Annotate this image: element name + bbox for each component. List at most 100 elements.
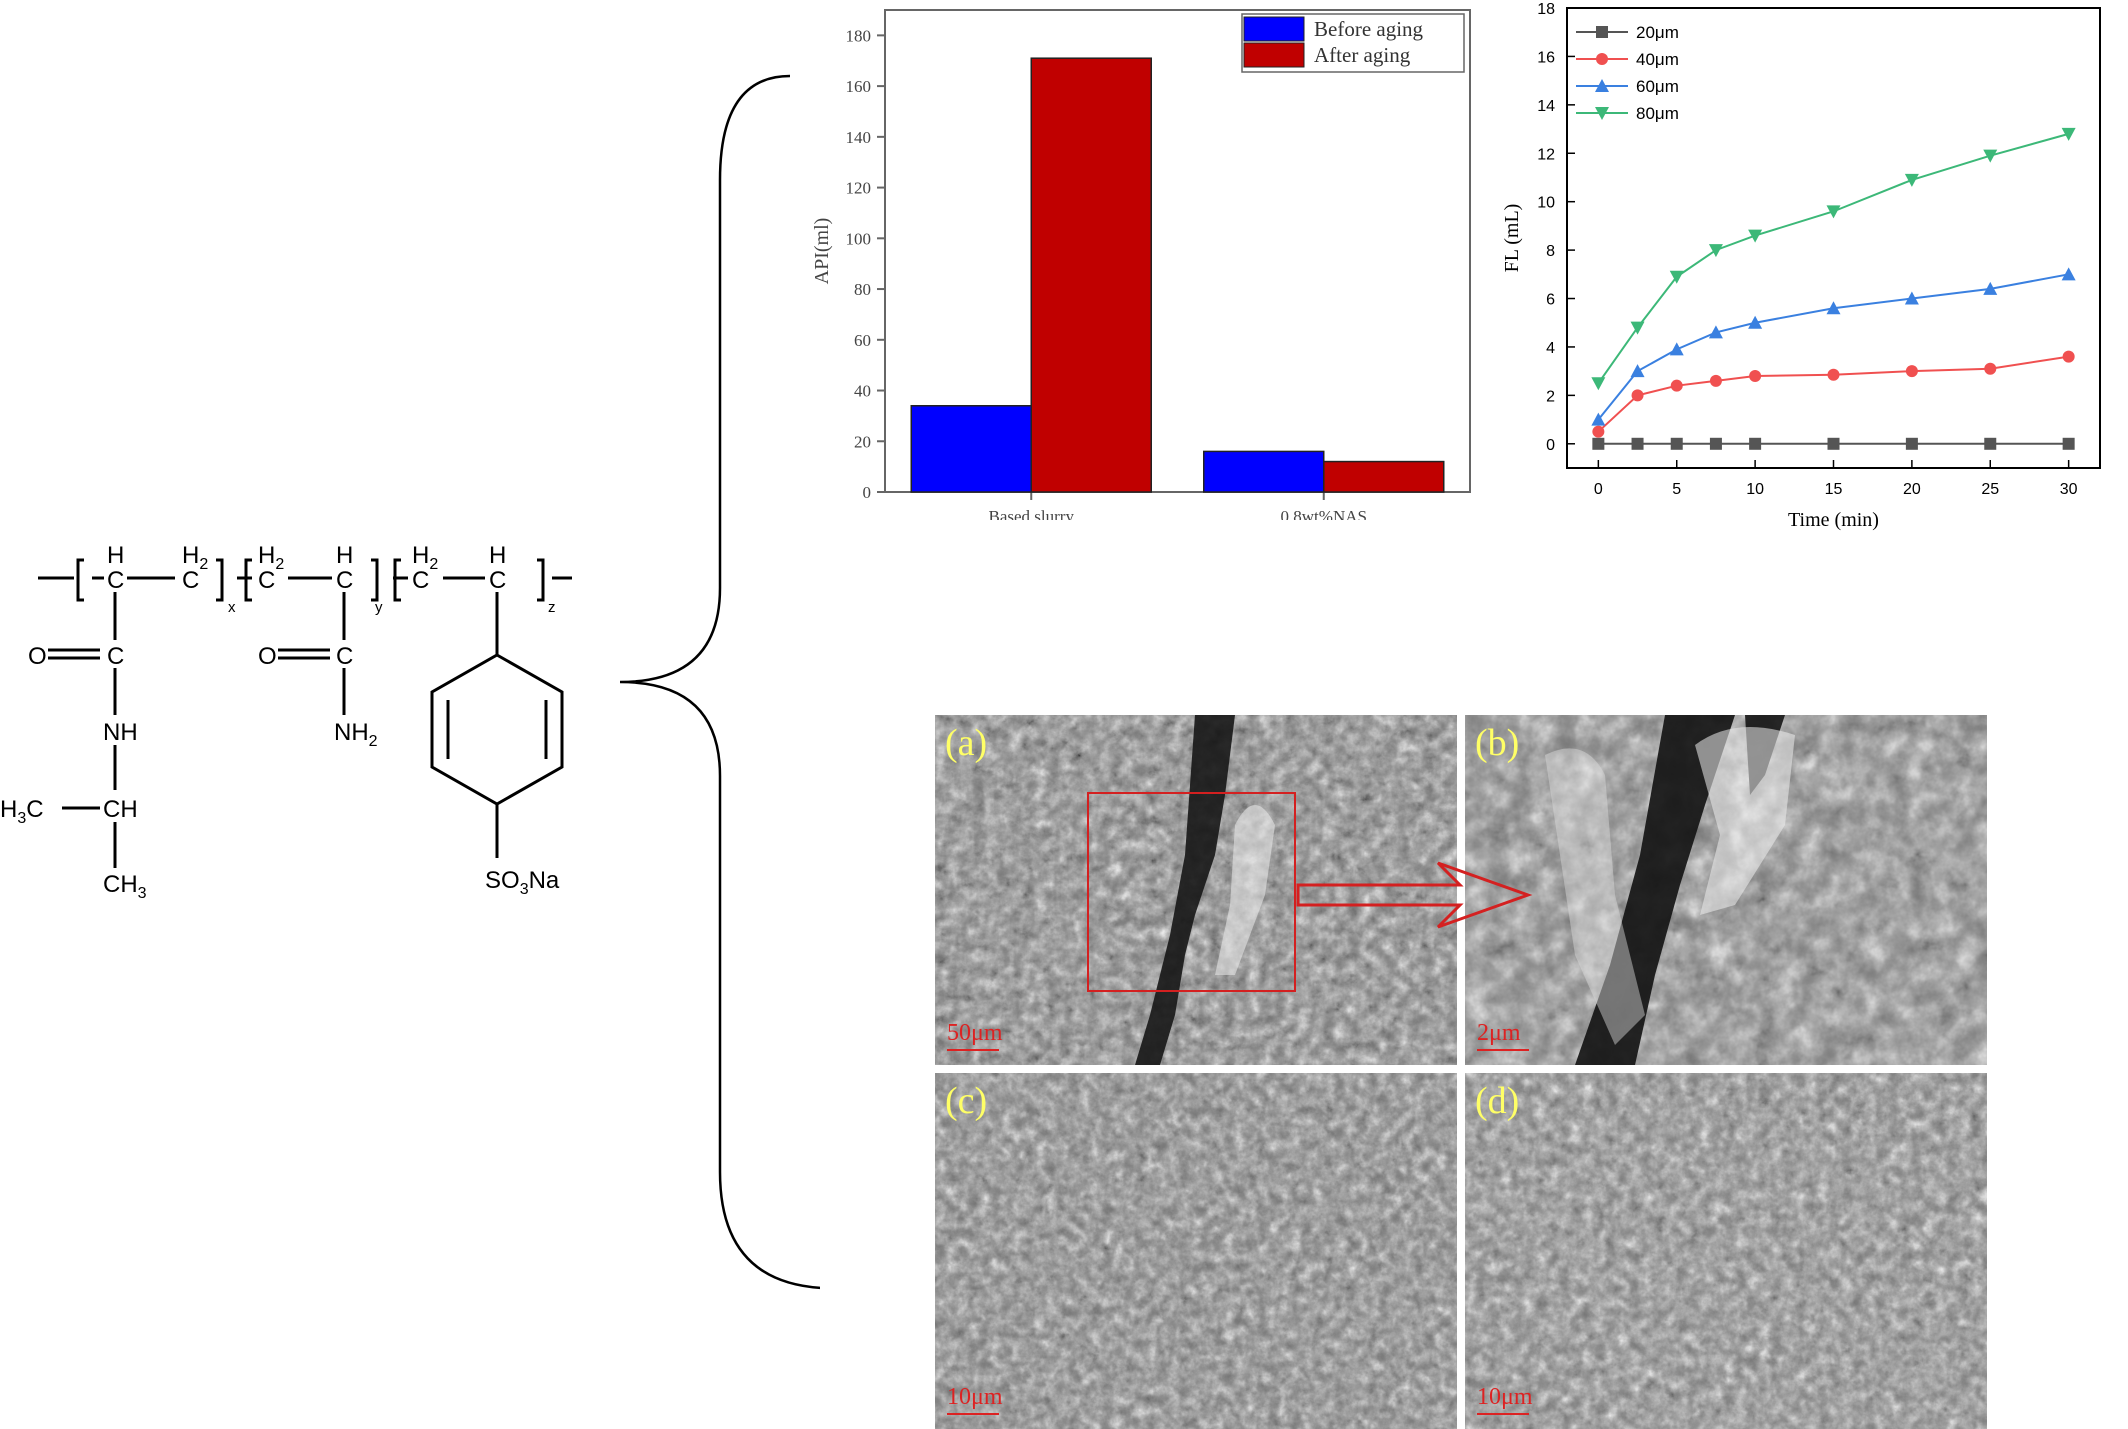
curly-brace <box>619 74 820 1290</box>
sem-panel-a: (a) 50μm <box>935 715 1457 1065</box>
x-tick-label: 20 <box>1903 481 1921 498</box>
subscript-x: x <box>228 599 236 616</box>
data-point-20um <box>2062 437 2075 450</box>
y-tick-label: 12 <box>1537 146 1555 163</box>
x-tick-label: 30 <box>2060 481 2078 498</box>
scale-bar: 10μm <box>947 1384 1003 1415</box>
atom-nh: NH <box>103 719 138 746</box>
sem-image-grid: (a) 50μm (b) 2μm <box>935 715 1987 1429</box>
x-tick-label: 10 <box>1746 481 1764 498</box>
legend-marker <box>1595 107 1609 120</box>
y-axis-label: FL (mL) <box>1501 204 1523 273</box>
legend-label: 20μm <box>1636 23 1679 42</box>
atom-c: C <box>336 567 353 594</box>
series-line-60um <box>1597 273 2069 421</box>
y-tick-label: 18 <box>1537 1 1555 18</box>
legend-label: 60μm <box>1636 77 1679 96</box>
atom-h3c: H3C <box>0 796 44 827</box>
data-point-20um <box>1984 437 1997 450</box>
panel-label: (b) <box>1475 722 1520 764</box>
data-point-60um <box>1748 315 1763 329</box>
legend-swatch <box>1243 42 1305 68</box>
data-point-40um <box>1984 362 1997 375</box>
data-point-40um <box>1749 370 1762 382</box>
data-point-20um <box>1827 437 1840 450</box>
data-point-60um <box>1630 364 1645 378</box>
data-point-80um <box>1826 205 1841 219</box>
data-point-60um <box>1708 325 1723 339</box>
data-point-80um <box>2061 127 2076 141</box>
legend-swatch <box>1243 16 1305 42</box>
legend-label: 80μm <box>1636 104 1679 123</box>
data-point-40um <box>1592 425 1605 438</box>
y-tick-label: 8 <box>1546 243 1555 260</box>
legend-label: Before aging <box>1314 17 1424 41</box>
atom-c: C <box>107 643 124 670</box>
data-point-60um <box>1983 281 1998 295</box>
y-tick-label: 120 <box>846 179 872 198</box>
y-tick-label: 180 <box>846 26 872 45</box>
subscript-y: y <box>375 599 383 616</box>
x-tick-label: 25 <box>1981 481 1999 498</box>
atom-o: O <box>258 643 277 670</box>
sem-texture <box>935 1073 1457 1429</box>
data-point-20um <box>1709 437 1722 450</box>
x-tick-label: 0 <box>1594 481 1603 498</box>
atom-h2: H2 <box>412 542 438 573</box>
data-point-40um <box>1905 365 1918 378</box>
atom-h2: H2 <box>258 542 284 573</box>
y-tick-label: 2 <box>1546 388 1555 405</box>
legend-marker <box>1595 79 1609 92</box>
bar-before-aging <box>910 404 1032 493</box>
data-point-40um <box>1631 389 1644 402</box>
scale-bar: 50μm <box>947 1020 1003 1051</box>
legend-marker <box>1596 53 1608 65</box>
y-tick-label: 16 <box>1537 49 1555 66</box>
x-axis-label: Time (min) <box>1788 509 1879 531</box>
y-tick-label: 0 <box>1546 437 1555 454</box>
panel-label: (a) <box>945 722 988 764</box>
data-point-80um <box>1708 244 1723 258</box>
plot-frame <box>884 9 1471 493</box>
bar-after-aging <box>1030 57 1152 493</box>
zoom-arrow <box>1296 861 1533 929</box>
y-axis-label: API(ml) <box>811 218 833 285</box>
data-point-80um <box>1904 173 1919 187</box>
scale-bar: 2μm <box>1477 1020 1529 1051</box>
x-tick-label: 5 <box>1672 481 1681 498</box>
y-tick-label: 14 <box>1537 98 1555 115</box>
data-point-80um <box>1591 377 1606 391</box>
api-bar-chart: 0 20 40 60 80 100 120 140 160 180 API(ml) Based slu… <box>811 9 1471 520</box>
y-tick-label: 4 <box>1546 340 1555 357</box>
data-point-60um <box>2061 267 2076 281</box>
data-point-20um <box>1592 437 1605 450</box>
y-tick-label: 100 <box>846 229 872 248</box>
atom-c: C <box>258 567 275 594</box>
subscript-z: z <box>548 599 556 616</box>
atom-h: H <box>489 542 506 569</box>
data-point-80um <box>1630 321 1645 335</box>
data-point-60um <box>1826 301 1841 315</box>
data-point-20um <box>1670 437 1683 450</box>
atom-h: H <box>336 542 353 569</box>
atom-h: H <box>107 542 124 569</box>
data-point-20um <box>1749 437 1762 450</box>
y-tick-label: 20 <box>854 432 871 451</box>
y-tick-label: 60 <box>854 331 871 350</box>
panel-label: (c) <box>945 1080 988 1122</box>
atom-so3na: SO3Na <box>485 867 560 898</box>
sem-texture <box>935 715 1457 1065</box>
sem-texture <box>1465 715 1987 1065</box>
y-tick-label: 6 <box>1546 292 1555 309</box>
data-point-40um <box>1709 374 1722 387</box>
sem-panel-b: (b) 2μm <box>1465 715 1987 1065</box>
atom-h2: H2 <box>182 542 208 573</box>
data-point-80um <box>1748 229 1763 243</box>
y-tick-label: 40 <box>854 382 871 401</box>
chemical-structure: H C H2 C x O C NH H3C CH CH3 H2 C H C y … <box>0 542 572 902</box>
series-line-80um <box>1597 132 2069 384</box>
data-point-40um <box>2062 350 2075 363</box>
data-point-40um <box>1670 379 1683 392</box>
atom-nh2: NH2 <box>334 719 378 750</box>
y-tick-label: 80 <box>854 280 871 299</box>
